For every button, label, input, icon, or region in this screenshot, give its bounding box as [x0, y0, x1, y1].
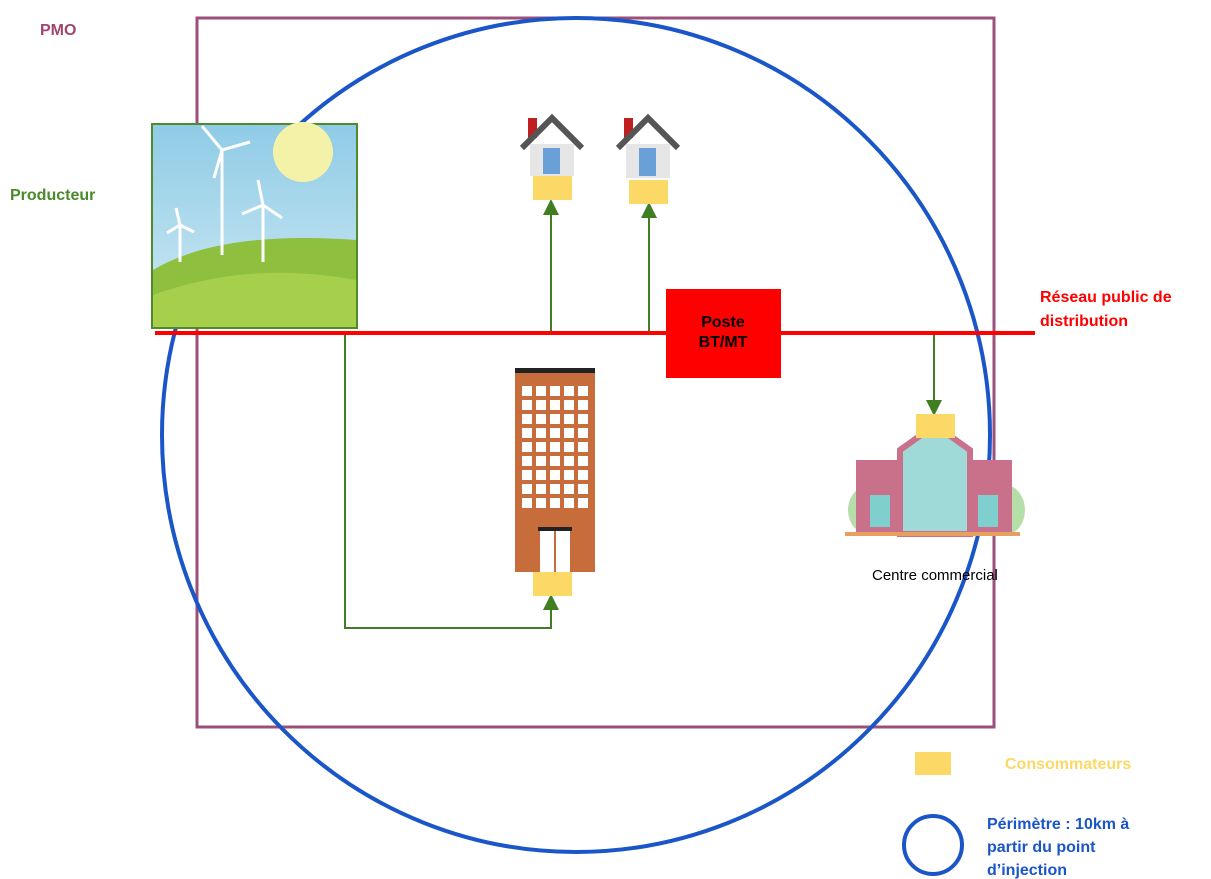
substation — [666, 289, 781, 378]
window — [578, 386, 588, 396]
window — [564, 428, 574, 438]
consumer-box — [629, 180, 668, 204]
window — [536, 400, 546, 410]
window — [564, 386, 574, 396]
window — [536, 470, 546, 480]
producer-label: Producteur — [10, 187, 95, 204]
window — [522, 400, 532, 410]
house — [519, 113, 585, 176]
window — [578, 442, 588, 452]
window — [522, 386, 532, 396]
consumer-box — [916, 414, 955, 438]
legend-perimeter-label: partir du point — [987, 839, 1096, 856]
wind-farm-image — [151, 122, 358, 329]
window — [578, 456, 588, 466]
house — [615, 113, 681, 178]
window — [578, 414, 588, 424]
window — [522, 442, 532, 452]
substation-label: Poste — [701, 314, 745, 331]
legend-perimeter-swatch — [902, 814, 964, 876]
network-label: Réseau public de — [1040, 289, 1172, 306]
network-label: distribution — [1040, 313, 1128, 330]
window — [550, 498, 560, 508]
window — [564, 414, 574, 424]
consumer-box — [533, 572, 572, 596]
mall-label: Centre commercial — [872, 567, 998, 584]
window — [578, 484, 588, 494]
window — [522, 428, 532, 438]
window — [578, 498, 588, 508]
window — [536, 414, 546, 424]
window — [522, 498, 532, 508]
window — [550, 414, 560, 424]
window — [536, 498, 546, 508]
window — [564, 470, 574, 480]
substation-label: BT/MT — [699, 334, 748, 351]
window — [550, 484, 560, 494]
legend-perimeter-label: Périmètre : 10km à — [987, 816, 1129, 833]
window — [522, 470, 532, 480]
window — [550, 386, 560, 396]
consumer-box — [533, 176, 572, 200]
window — [578, 400, 588, 410]
window — [522, 484, 532, 494]
perimeter-circle — [160, 16, 992, 854]
window — [564, 400, 574, 410]
window — [564, 456, 574, 466]
window — [550, 442, 560, 452]
window — [522, 414, 532, 424]
window — [536, 442, 546, 452]
legend-consumer-label: Consommateurs — [1005, 756, 1131, 773]
window — [564, 484, 574, 494]
window — [578, 470, 588, 480]
window — [550, 456, 560, 466]
window — [564, 442, 574, 452]
window — [550, 470, 560, 480]
window — [578, 428, 588, 438]
window — [536, 428, 546, 438]
window — [536, 456, 546, 466]
legend-perimeter-label: d’injection — [987, 862, 1067, 879]
window — [522, 456, 532, 466]
shopping-mall — [845, 421, 1025, 537]
window — [536, 386, 546, 396]
window — [550, 400, 560, 410]
window — [536, 484, 546, 494]
legend-consumer-swatch — [915, 752, 951, 775]
building-windows — [522, 386, 588, 508]
window — [550, 428, 560, 438]
pmo-label: PMO — [40, 22, 76, 39]
flow-arrows — [344, 199, 942, 629]
window — [564, 498, 574, 508]
